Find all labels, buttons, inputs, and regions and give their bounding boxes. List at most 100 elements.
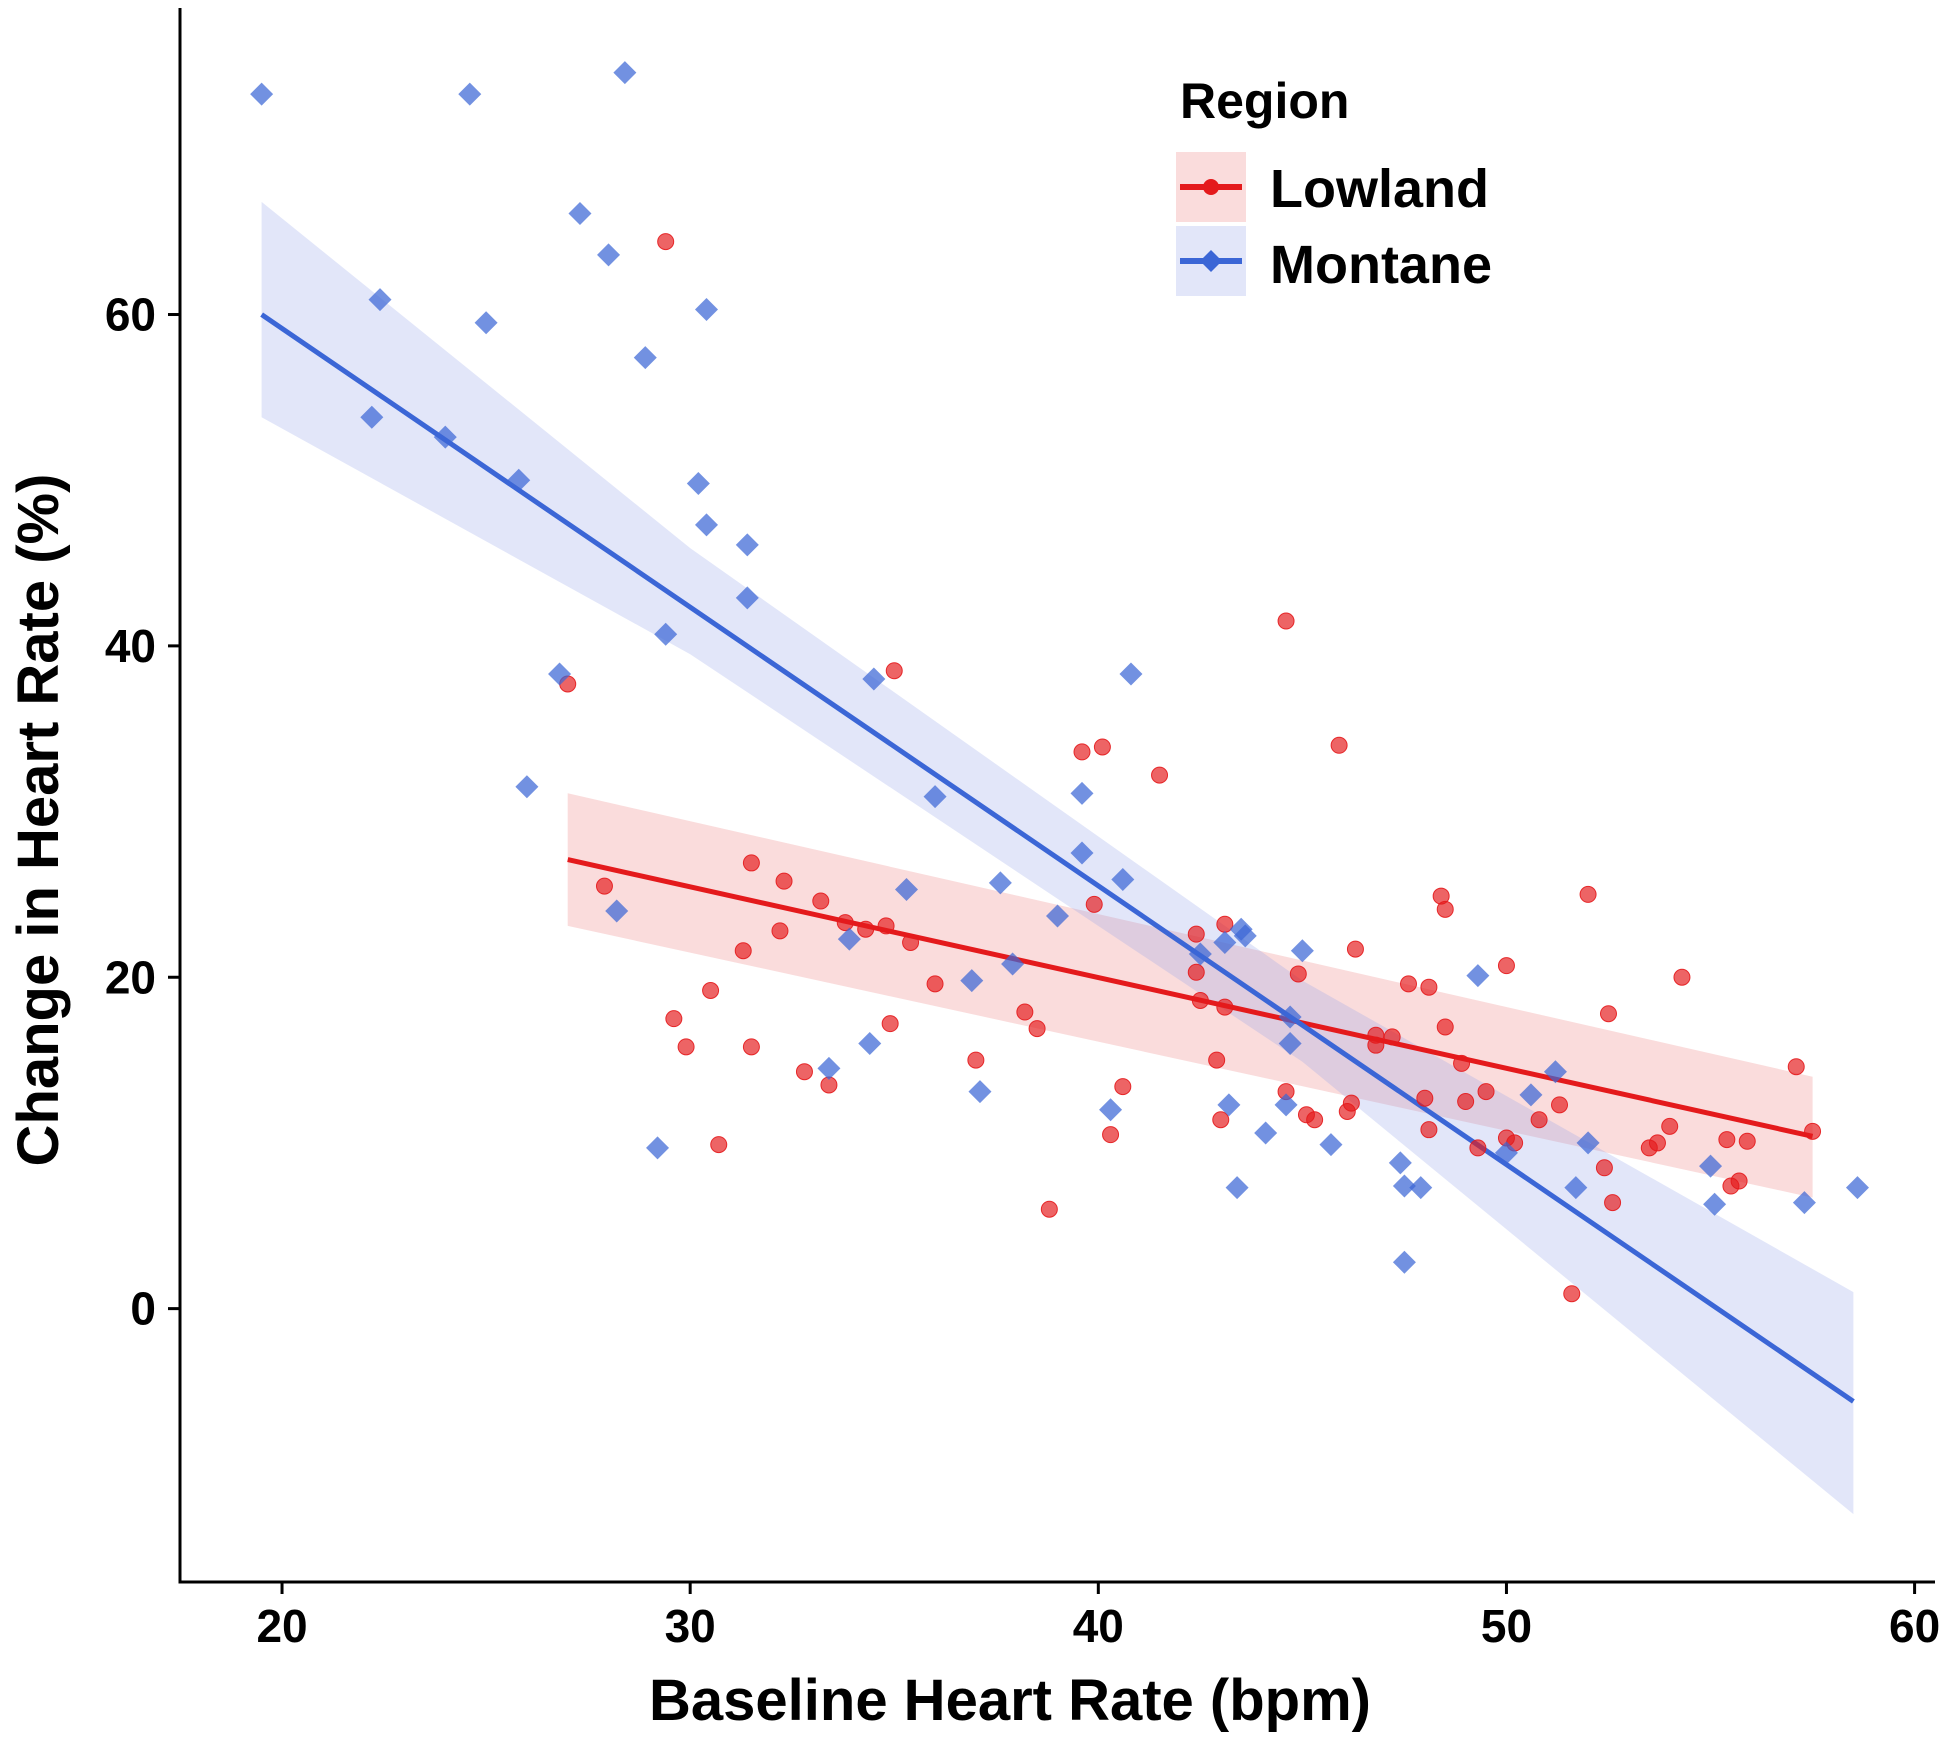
- data-point-montane: [507, 468, 531, 492]
- legend-item-lowland: Lowland: [1176, 152, 1489, 222]
- data-point-lowland: [795, 1063, 813, 1081]
- data-point-montane: [613, 61, 637, 85]
- data-point-lowland: [1436, 1018, 1454, 1036]
- data-point-lowland: [902, 933, 920, 951]
- data-point-lowland: [1457, 1093, 1475, 1111]
- data-point-lowland: [1342, 1094, 1360, 1112]
- data-point-lowland: [1346, 940, 1364, 958]
- data-point-lowland: [1383, 1028, 1401, 1046]
- data-point-lowland: [1436, 900, 1454, 918]
- data-point-lowland: [1277, 612, 1295, 630]
- data-point-montane: [1111, 867, 1135, 891]
- data-point-lowland: [665, 1010, 683, 1028]
- data-point-lowland: [1187, 925, 1205, 943]
- y-tick-label: 60: [105, 289, 156, 341]
- data-point-lowland: [710, 1136, 728, 1154]
- data-point-lowland: [1400, 975, 1417, 993]
- data-point-lowland: [1367, 1036, 1385, 1054]
- data-point-montane: [548, 662, 572, 686]
- y-axis-title: Change in Heart Rate (%): [6, 474, 71, 1167]
- data-point-montane: [988, 871, 1012, 895]
- data-point-montane: [968, 1080, 992, 1104]
- data-point-montane: [1001, 952, 1025, 976]
- data-point-lowland: [1191, 991, 1209, 1009]
- data-point-lowland: [1738, 1132, 1756, 1150]
- data-point-montane: [1392, 1250, 1416, 1274]
- x-tick-label: 60: [1889, 1600, 1940, 1652]
- data-point-montane: [1576, 1131, 1600, 1155]
- x-tick-label: 30: [665, 1600, 716, 1652]
- data-point-montane: [837, 927, 861, 951]
- data-point-lowland: [1208, 1051, 1226, 1069]
- data-point-lowland: [1579, 885, 1597, 903]
- data-point-lowland: [1102, 1126, 1120, 1144]
- data-point-lowland: [1216, 998, 1234, 1016]
- data-point-montane: [1409, 1176, 1433, 1200]
- data-point-lowland: [1530, 1111, 1548, 1129]
- data-point-montane: [568, 201, 592, 225]
- data-point-lowland: [742, 1038, 760, 1056]
- data-point-lowland: [881, 1015, 899, 1033]
- data-point-lowland: [1420, 1121, 1438, 1139]
- data-point-montane: [695, 298, 718, 322]
- data-point-montane: [686, 472, 710, 496]
- data-point-montane: [1494, 1141, 1518, 1165]
- y-tick-label: 20: [105, 951, 156, 1003]
- data-point-lowland: [1595, 1159, 1613, 1177]
- legend-marker-lowland: [1203, 179, 1219, 195]
- data-point-lowland: [771, 922, 789, 940]
- data-point-lowland: [742, 854, 760, 872]
- data-point-montane: [646, 1136, 670, 1160]
- data-point-montane: [1543, 1060, 1567, 1084]
- data-point-lowland: [1563, 1285, 1581, 1303]
- data-point-lowland: [1599, 1005, 1617, 1023]
- data-point-lowland: [1212, 1111, 1230, 1129]
- data-point-montane: [923, 785, 947, 809]
- legend: Region Lowland Montane: [1176, 73, 1492, 296]
- data-point-montane: [474, 311, 498, 335]
- data-point-lowland: [812, 892, 830, 910]
- data-point-montane: [597, 243, 621, 267]
- x-axis-ticks: 20 30 40 50 60: [256, 1582, 1940, 1652]
- data-point-montane: [1699, 1154, 1723, 1178]
- data-point-montane: [1703, 1192, 1727, 1216]
- data-point-lowland: [1187, 963, 1205, 981]
- data-point-lowland: [702, 982, 720, 1000]
- y-axis-ticks: 0 20 40 60: [105, 289, 180, 1335]
- data-point-montane: [1188, 942, 1212, 966]
- data-point-lowland: [1661, 1117, 1679, 1135]
- x-tick-label: 40: [1073, 1600, 1124, 1652]
- data-point-montane: [735, 533, 759, 557]
- data-point-lowland: [926, 975, 944, 993]
- data-point-lowland: [1673, 968, 1691, 986]
- data-point-lowland: [1114, 1078, 1132, 1096]
- legend-label-lowland: Lowland: [1270, 159, 1489, 219]
- data-point-montane: [433, 425, 457, 449]
- data-point-lowland: [1093, 738, 1111, 756]
- data-point-montane: [817, 1056, 841, 1080]
- data-point-lowland: [1604, 1194, 1622, 1212]
- data-point-montane: [1564, 1176, 1588, 1200]
- data-point-montane: [735, 586, 759, 610]
- data-point-montane: [1213, 930, 1237, 954]
- data-point-montane: [1290, 939, 1314, 963]
- data-point-lowland: [1648, 1134, 1666, 1152]
- data-point-lowland: [1477, 1083, 1495, 1101]
- data-point-montane: [1319, 1133, 1343, 1157]
- data-point-montane: [458, 82, 482, 106]
- y-tick-label: 0: [130, 1283, 156, 1335]
- data-point-lowland: [595, 877, 613, 895]
- legend-label-montane: Montane: [1270, 235, 1492, 295]
- data-point-lowland: [1028, 1020, 1046, 1038]
- data-point-lowland: [734, 942, 752, 960]
- data-point-lowland: [877, 917, 895, 935]
- data-point-lowland: [1306, 1111, 1324, 1129]
- x-tick-label: 20: [256, 1600, 307, 1652]
- data-point-montane: [1278, 1032, 1302, 1056]
- x-axis-title: Baseline Heart Rate (bpm): [649, 1668, 1371, 1733]
- data-point-montane: [605, 899, 629, 923]
- fit-lines: [260, 312, 1855, 1404]
- data-point-montane: [1217, 1093, 1241, 1117]
- data-point-montane: [1845, 1176, 1869, 1200]
